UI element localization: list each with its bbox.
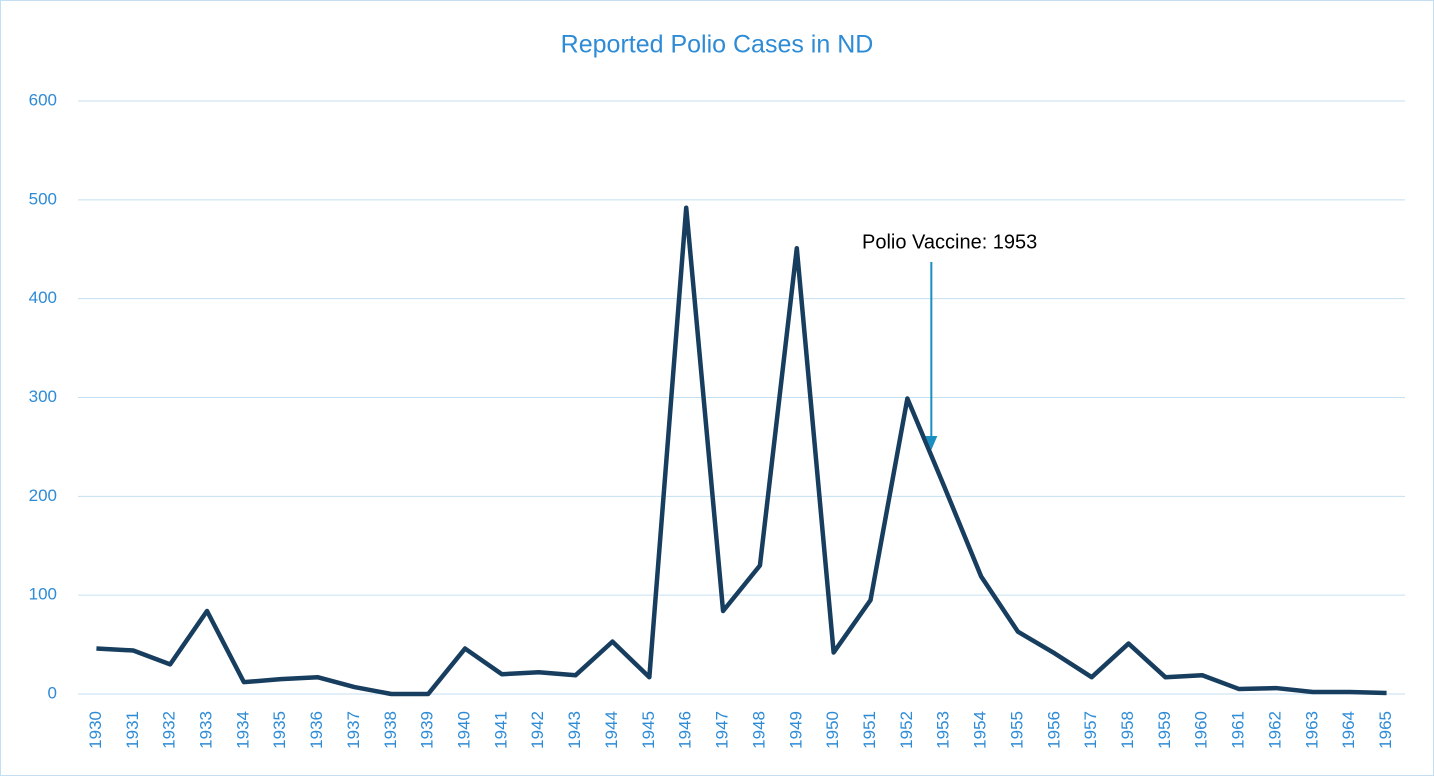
- x-tick-label: 1951: [860, 711, 879, 749]
- x-tick-label: 1958: [1118, 711, 1137, 749]
- x-tick-label: 1964: [1339, 711, 1358, 749]
- x-tick-label: 1965: [1376, 711, 1395, 749]
- x-tick-label: 1942: [528, 711, 547, 749]
- x-tick-label: 1963: [1302, 711, 1321, 749]
- x-tick-label: 1961: [1229, 711, 1248, 749]
- annotation-arrowhead: [925, 436, 938, 450]
- x-tick-label: 1932: [160, 711, 179, 749]
- x-tick-label: 1959: [1155, 711, 1174, 749]
- x-tick-label: 1955: [1007, 711, 1026, 749]
- y-tick-label: 400: [29, 288, 57, 307]
- x-tick-label: 1954: [971, 711, 990, 749]
- y-tick-label: 200: [29, 486, 57, 505]
- x-tick-label: 1940: [455, 711, 474, 749]
- x-tick-label: 1944: [602, 711, 621, 749]
- x-tick-label: 1938: [381, 711, 400, 749]
- y-tick-label: 600: [29, 90, 57, 109]
- x-tick-label: 1939: [418, 711, 437, 749]
- x-tick-label: 1946: [676, 711, 695, 749]
- x-tick-label: 1949: [786, 711, 805, 749]
- y-tick-label: 300: [29, 387, 57, 406]
- x-tick-label: 1947: [713, 711, 732, 749]
- chart-title: Reported Polio Cases in ND: [561, 31, 874, 59]
- y-tick-label: 0: [48, 683, 57, 702]
- x-tick-label: 1948: [749, 711, 768, 749]
- y-tick-label: 100: [29, 585, 57, 604]
- x-tick-label: 1934: [233, 711, 252, 749]
- x-tick-label: 1943: [565, 711, 584, 749]
- x-tick-label: 1950: [823, 711, 842, 749]
- annotation: Polio Vaccine: 1953: [862, 231, 1037, 253]
- x-tick-label: 1941: [491, 711, 510, 749]
- x-tick-label: 1952: [897, 711, 916, 749]
- x-tick-label: 1956: [1044, 711, 1063, 749]
- x-tick-label: 1937: [344, 711, 363, 749]
- x-tick-label: 1945: [639, 711, 658, 749]
- x-tick-label: 1962: [1265, 711, 1284, 749]
- x-tick-label: 1936: [307, 711, 326, 749]
- line: [96, 205, 1387, 697]
- x-tick-label: 1953: [934, 711, 953, 749]
- x-tick-label: 1931: [123, 711, 142, 749]
- x-tick-label: 1933: [196, 711, 215, 749]
- x-tick-label: 1957: [1081, 711, 1100, 749]
- x-tick-label: 1935: [270, 711, 289, 749]
- x-tick-label: 1960: [1192, 711, 1211, 749]
- y-tick-label: 500: [29, 189, 57, 208]
- x-tick-label: 1930: [86, 711, 105, 749]
